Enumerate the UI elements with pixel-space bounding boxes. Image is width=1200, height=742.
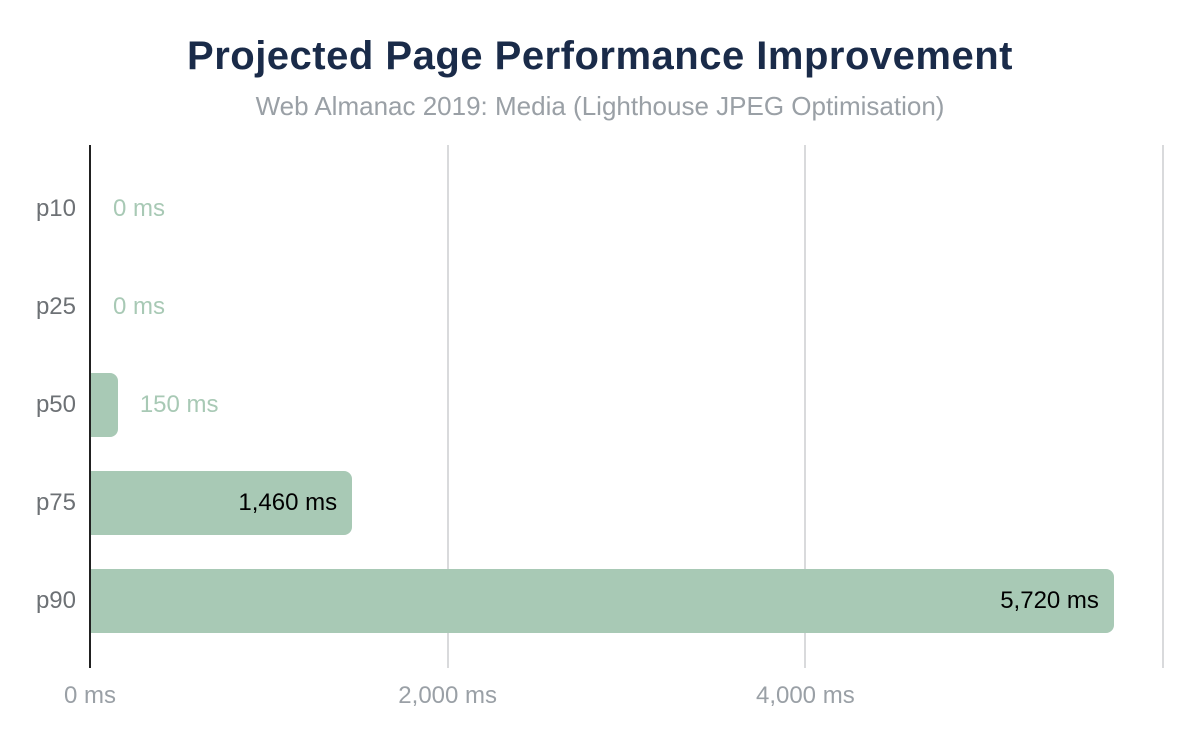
category-label-p10: p10: [35, 195, 76, 222]
plot-area: 0 ms 2,000 ms 4,000 ms p10 0 ms p25 0 ms p50 150…: [36, 145, 1164, 709]
x-tick-label: 0 ms: [63, 682, 117, 709]
x-tick-label: 2,000 ms: [398, 682, 498, 709]
bar-p50: [91, 373, 118, 437]
x-tick-label: 4,000 ms: [755, 682, 855, 709]
gridline-4000: [804, 145, 807, 668]
y-axis-line: [89, 145, 91, 668]
chart-title: Projected Page Performance Improvement: [187, 34, 1013, 78]
gridline-6000: [1162, 145, 1164, 668]
bar-p75: [91, 471, 353, 535]
category-label-p90: p90: [35, 587, 76, 614]
value-label-p75: 1,460 ms: [238, 489, 338, 516]
category-label-p75: p75: [35, 489, 76, 516]
value-label-p25: 0 ms: [113, 293, 166, 320]
category-label-p25: p25: [35, 293, 76, 320]
gridline-2000: [446, 145, 449, 668]
value-label-p90: 5,720 ms: [1000, 587, 1099, 614]
category-label-p50: p50: [35, 391, 76, 418]
chart-subtitle: Web Almanac 2019: Media (Lighthouse JPEG…: [255, 91, 945, 121]
value-label-p10: 0 ms: [113, 195, 166, 222]
value-label-p50: 150 ms: [139, 391, 219, 418]
bar-p90: [91, 569, 1114, 633]
